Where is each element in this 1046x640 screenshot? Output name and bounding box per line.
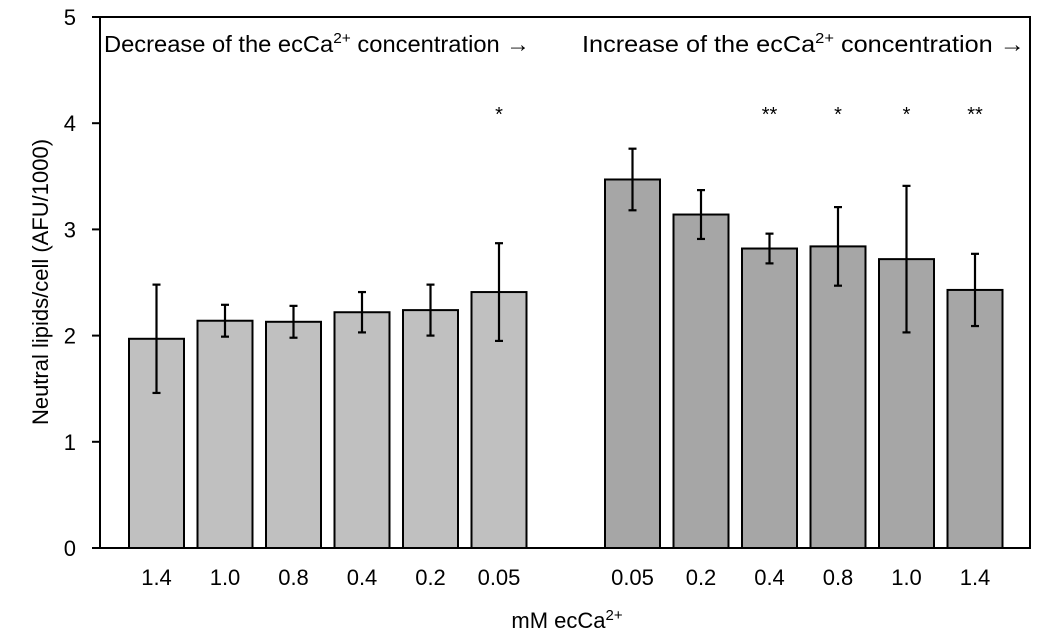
bar-0-2 [265,320,322,549]
bar-1-0 [604,178,661,549]
x-axis-tick-label-0-3: 0.4 [347,565,378,590]
x-axis-tick-label-1-0: 0.05 [611,565,654,590]
error-bars [152,147,979,395]
x-axis-tick-label-1-5: 1.4 [960,565,991,590]
decrease-annotation-suffix: concentration → [351,31,530,57]
y-axis: 0 1 2 3 4 5 [64,5,100,561]
x-axis-tick-label-1-3: 0.8 [823,565,854,590]
y-axis-title: Neutral lipids/cell (AFU/1000) [28,139,53,425]
decrease-annotation-superscript: 2+ [333,30,351,47]
bar-1-3 [809,245,867,549]
increase-annotation: Increase of the ecCa 2+ concentration → [582,30,1025,57]
x-axis-title-superscript: 2+ [606,607,623,624]
y-axis-tick-label: 4 [64,111,76,136]
significance-marker-1-5: ** [967,104,983,126]
y-axis-tick-label: 5 [64,5,76,30]
y-axis-tick-label: 1 [64,430,76,455]
significance-marker-1-4: * [903,104,911,126]
bar-series [128,178,1004,550]
plot-frame [99,16,1031,549]
y-axis-tick-label: 2 [64,324,76,349]
decrease-annotation-prefix: Decrease of the ecCa [104,31,333,57]
x-axis-tick-label-1-4: 1.0 [891,565,922,590]
bar-0-3 [333,311,391,549]
increase-annotation-superscript: 2+ [815,30,834,47]
significance-markers: * ** * * ** [495,104,983,126]
x-axis-tick-label-0-2: 0.8 [278,565,309,590]
x-axis-tick-label-0-1: 1.0 [210,565,241,590]
x-axis-title: mM ecCa2+ [511,607,622,633]
significance-marker-1-3: * [834,104,842,126]
significance-marker-0-5: * [495,104,503,126]
x-axis-tick-label-1-2: 0.4 [754,565,785,590]
x-axis-tick-labels: 1.4 1.0 0.8 0.4 0.2 0.05 0.05 0.2 0.4 0.8 1.0 1.4 [141,565,990,590]
decrease-annotation: Decrease of the ecCa 2+ concentration → [104,30,530,57]
bar-1-2 [741,247,798,550]
y-axis-tick-label: 3 [64,217,76,242]
x-axis-tick-label-0-4: 0.2 [415,565,446,590]
increase-annotation-prefix: Increase of the ecCa [582,31,815,57]
bar-0-4 [402,309,459,549]
x-axis-tick-label-0-0: 1.4 [141,565,172,590]
significance-marker-1-2: ** [762,104,778,126]
increase-annotation-suffix: concentration → [834,31,1025,57]
bar-1-1 [672,213,730,549]
y-axis-tick-label: 0 [64,536,76,561]
x-axis-title-prefix: mM ecCa [511,608,606,633]
bar-1-5 [946,288,1004,549]
x-axis-tick-label-0-5: 0.05 [478,565,521,590]
x-axis-tick-label-1-1: 0.2 [686,565,717,590]
bar-0-1 [196,319,254,549]
